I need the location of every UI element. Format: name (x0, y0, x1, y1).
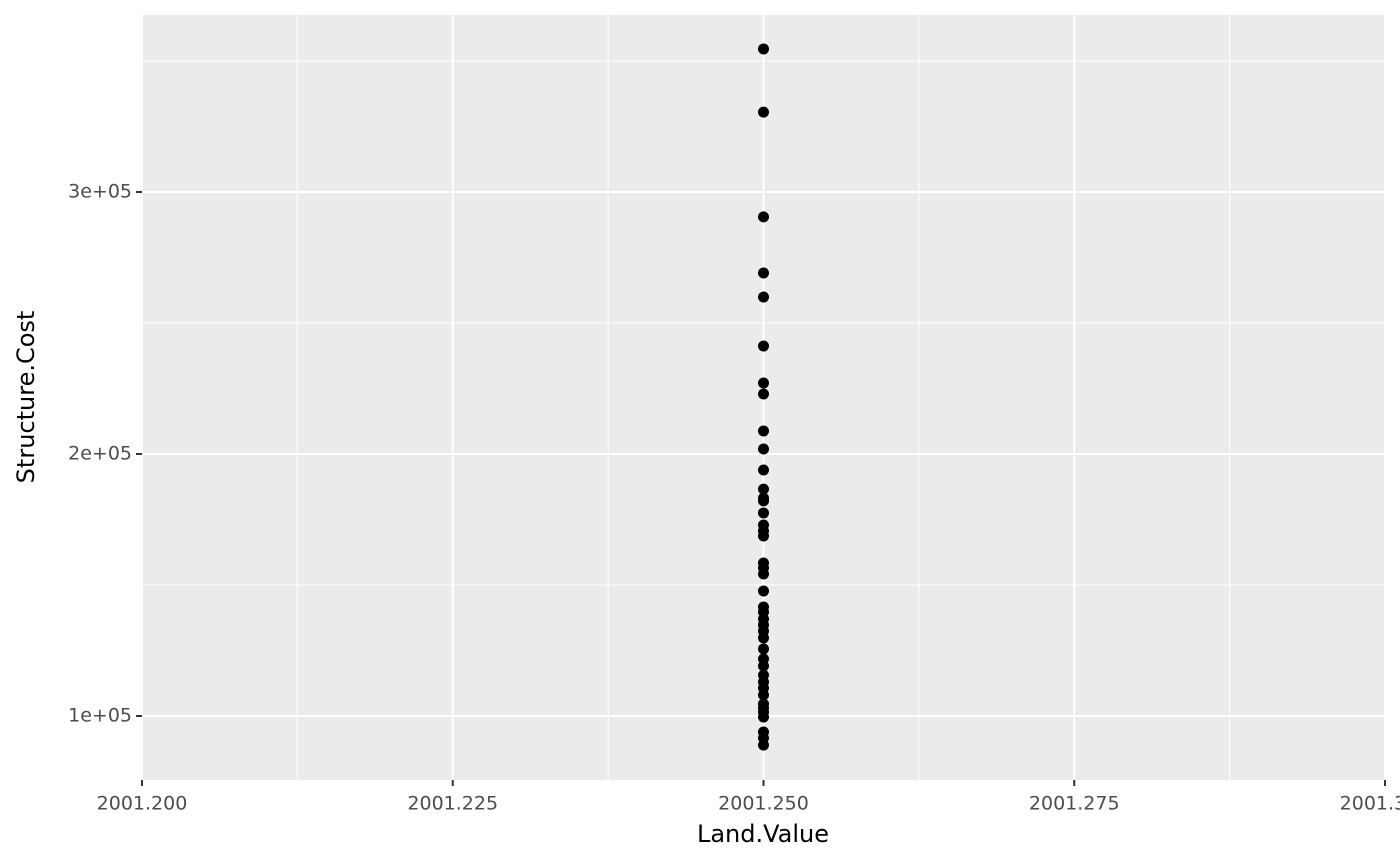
point (758, 660, 769, 672)
x-tick-label: 2001.200 (97, 793, 188, 815)
y-tick-label: 1e+05 (68, 705, 132, 727)
x-tick-label: 2001.250 (718, 793, 809, 815)
point (758, 643, 769, 655)
point (758, 106, 769, 118)
point (758, 495, 769, 507)
point (758, 711, 769, 723)
point (758, 507, 769, 519)
x-tick-label: 2001.275 (1029, 793, 1120, 815)
x-axis-title: Land.Value (697, 820, 829, 848)
point (758, 632, 769, 644)
point (758, 530, 769, 542)
point (758, 483, 769, 495)
point (758, 464, 769, 476)
y-tick-label: 3e+05 (68, 180, 132, 202)
y-tick-label: 2e+05 (68, 443, 132, 465)
point (758, 377, 769, 389)
point (758, 585, 769, 597)
point (758, 388, 769, 400)
point (758, 739, 769, 751)
point (758, 211, 769, 223)
point (758, 267, 769, 279)
point (758, 568, 769, 580)
x-tick-label: 2001.225 (407, 793, 498, 815)
point (758, 340, 769, 352)
point (758, 425, 769, 437)
point (758, 43, 769, 55)
point (758, 443, 769, 455)
point (758, 689, 769, 701)
point (758, 291, 769, 303)
x-tick-label: 2001.300 (1340, 793, 1400, 815)
y-axis-title: Structure.Cost (12, 311, 40, 484)
